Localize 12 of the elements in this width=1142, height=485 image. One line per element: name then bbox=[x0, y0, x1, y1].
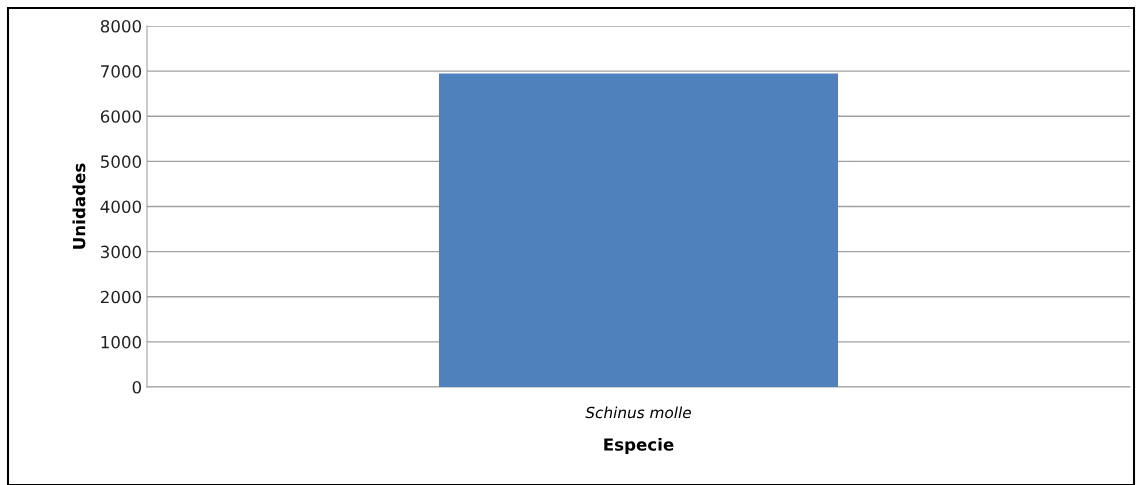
y-tick-label: 1000 bbox=[101, 335, 142, 349]
y-tick-label: 3000 bbox=[100, 245, 142, 259]
y-axis-title: Unidades bbox=[72, 163, 86, 249]
y-tick-label: 4000 bbox=[100, 200, 142, 214]
x-tick-label: Schinus molle bbox=[585, 406, 691, 419]
y-tick-label: 5000 bbox=[101, 155, 142, 168]
x-axis-title: Especie bbox=[604, 437, 674, 455]
y-tick-label: 0 bbox=[132, 380, 142, 394]
y-tick-label: 6000 bbox=[100, 110, 142, 123]
y-tick-label: 8000 bbox=[100, 19, 142, 33]
y-tick-label: 2000 bbox=[100, 290, 142, 304]
y-tick-label: 7000 bbox=[101, 65, 142, 78]
